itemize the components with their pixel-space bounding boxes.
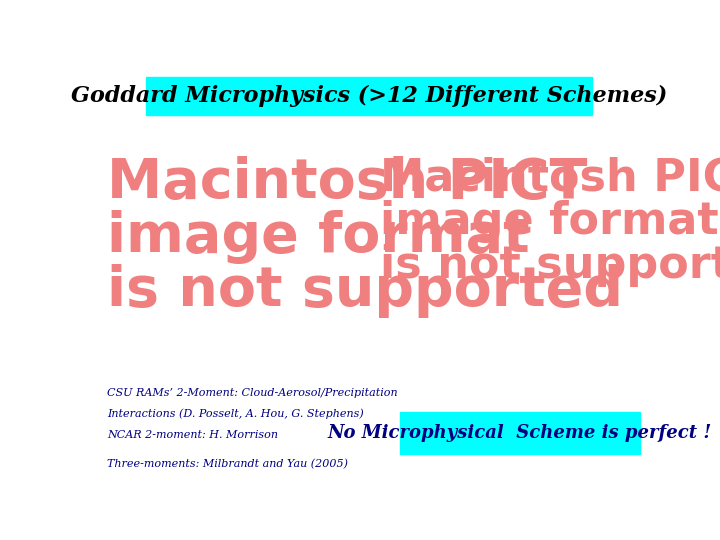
Text: No Microphysical  Scheme is perfect !: No Microphysical Scheme is perfect ! <box>328 424 712 442</box>
Text: Interactions (D. Posselt, A. Hou, G. Stephens): Interactions (D. Posselt, A. Hou, G. Ste… <box>107 409 364 420</box>
FancyBboxPatch shape <box>145 77 593 114</box>
Text: CSU RAMs’ 2-Moment: Cloud-Aerosol/Precipitation: CSU RAMs’ 2-Moment: Cloud-Aerosol/Precip… <box>107 388 397 399</box>
Text: is not supported: is not supported <box>107 265 623 319</box>
Text: image format: image format <box>380 200 719 243</box>
Text: Macintosh PICT: Macintosh PICT <box>107 156 587 210</box>
Text: NCAR 2-moment: H. Morrison: NCAR 2-moment: H. Morrison <box>107 430 278 440</box>
Text: Macintosh PICT: Macintosh PICT <box>380 156 720 199</box>
Text: is not supported: is not supported <box>380 244 720 287</box>
FancyBboxPatch shape <box>400 412 639 454</box>
Text: image format: image format <box>107 210 529 264</box>
Text: Three-moments: Milbrandt and Yau (2005): Three-moments: Milbrandt and Yau (2005) <box>107 459 348 469</box>
Text: Goddard Microphysics (>12 Different Schemes): Goddard Microphysics (>12 Different Sche… <box>71 85 667 107</box>
